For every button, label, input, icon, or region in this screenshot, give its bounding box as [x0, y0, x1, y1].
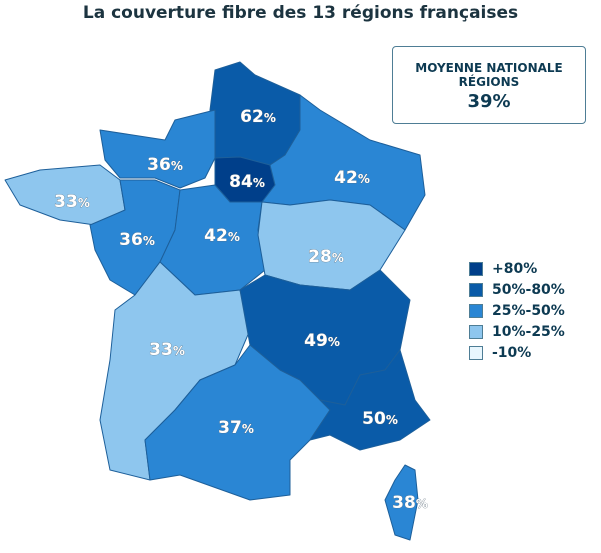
region-label-occitanie: 37%: [218, 418, 254, 438]
region-normandie: [99, 109, 216, 189]
legend-swatch: [469, 261, 483, 276]
region-label-hauts-de-france: 62%: [240, 107, 276, 127]
legend-item: -10%: [469, 342, 565, 363]
legend-swatch: [469, 345, 483, 360]
region-label-nouvelle-aquitaine: 33%: [149, 340, 185, 360]
legend-swatch: [469, 324, 483, 339]
legend-item: 25%-50%: [469, 300, 565, 321]
legend-item: 10%-25%: [469, 321, 565, 342]
legend-item: 50%-80%: [469, 279, 565, 300]
legend: +80% 50%-80% 25%-50% 10%-25% -10%: [469, 258, 565, 363]
region-label-bourgogne-franche-comte: 28%: [308, 247, 344, 267]
region-label-ile-de-france: 84%: [229, 172, 265, 192]
region-label-bretagne: 33%: [54, 192, 90, 212]
region-label-normandie: 36%: [147, 155, 183, 175]
region-provence-alpes-cote-d-azur: [309, 349, 431, 451]
legend-swatch: [469, 282, 483, 297]
average-label-2: RÉGIONS: [458, 75, 520, 89]
region-label-corse: 38%: [392, 493, 428, 513]
legend-item: +80%: [469, 258, 565, 279]
legend-label: 10%-25%: [492, 323, 565, 340]
legend-label: 25%-50%: [492, 302, 565, 319]
legend-label: -10%: [492, 344, 532, 361]
legend-label: 50%-80%: [492, 281, 565, 298]
region-label-pays-de-la-loire: 36%: [119, 230, 155, 250]
average-label-1: MOYENNE NATIONALE: [415, 61, 563, 75]
map-title: La couverture fibre des 13 régions franç…: [82, 3, 519, 23]
region-label-centre-val-de-loire: 42%: [204, 226, 240, 246]
region-label-grand-est: 42%: [334, 168, 370, 188]
legend-label: +80%: [492, 260, 538, 277]
national-average-box: MOYENNE NATIONALE RÉGIONS 39%: [392, 46, 586, 124]
region-label-auvergne-rhone-alpes: 49%: [304, 331, 340, 351]
average-value: 39%: [467, 91, 511, 112]
region-occitanie: [144, 344, 331, 501]
region-label-provence-alpes-cote-d-azur: 50%: [362, 409, 398, 429]
region-corse: [384, 464, 419, 541]
legend-swatch: [469, 303, 483, 318]
